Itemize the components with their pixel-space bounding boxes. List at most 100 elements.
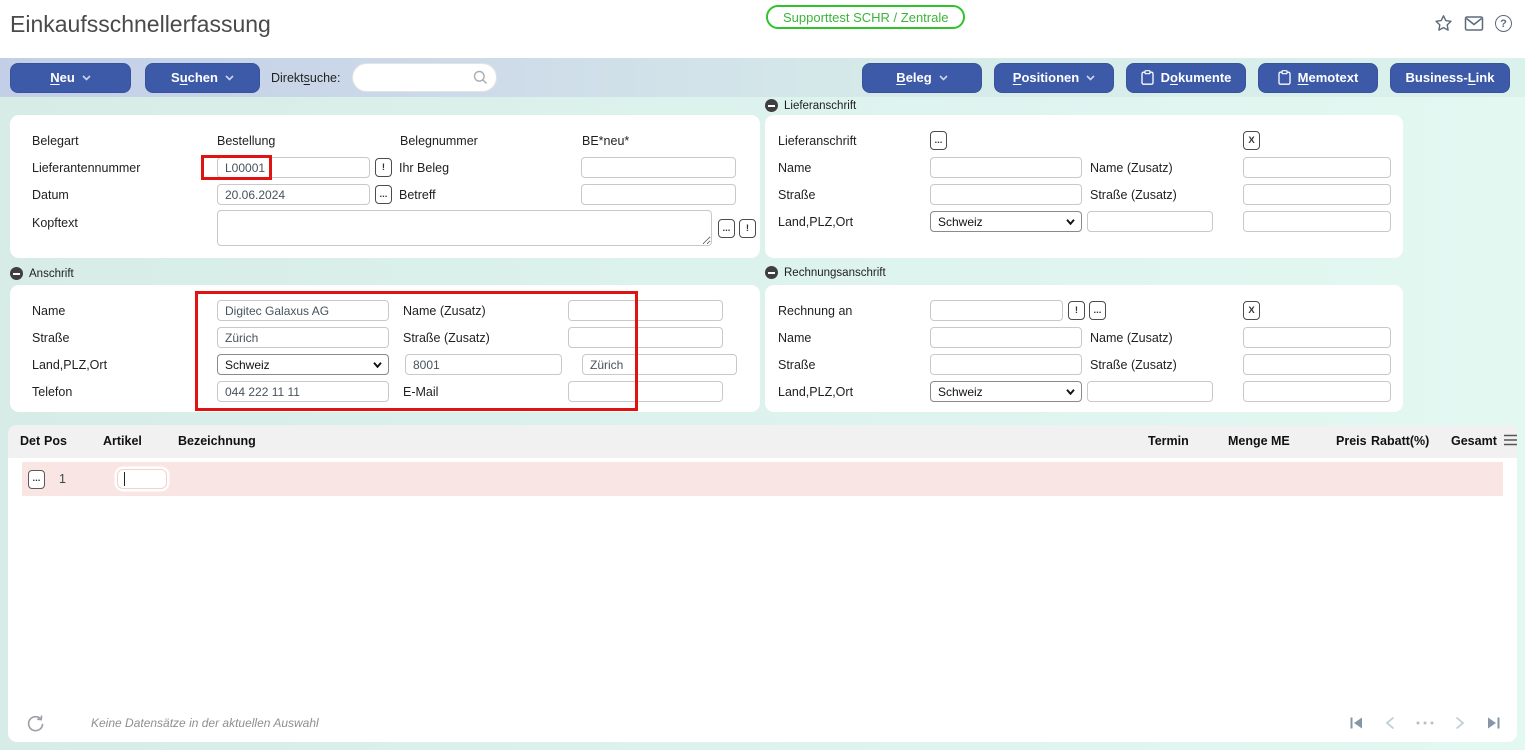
positionen-button[interactable]: Positionen [994,62,1114,93]
lieferantennummer-input[interactable] [217,157,370,178]
chevron-down-icon [1086,74,1095,81]
name-zusatz-input[interactable] [1243,157,1391,178]
help-icon[interactable]: ? [1495,15,1512,32]
refresh-icon[interactable] [26,714,45,733]
datum-input[interactable] [217,184,370,205]
business-link-button[interactable]: Business-Link [1390,62,1510,93]
next-page-icon[interactable] [1455,716,1465,730]
land-select[interactable]: Schweiz [217,354,389,375]
clear-button[interactable]: X [1243,301,1260,320]
name-input[interactable] [217,300,389,321]
positionen-button-label: Positionen [1012,70,1080,85]
column-header-artikel[interactable]: Artikel [103,434,142,448]
land-plz-ort-label: Land,PLZ,Ort [32,357,108,372]
memotext-button[interactable]: Memotext [1258,62,1378,93]
plz-input[interactable] [405,354,562,375]
more-button[interactable]: ... [375,185,392,204]
lieferanschrift-row: Lieferanschrift ... X [778,127,1403,154]
column-header-termin[interactable]: Termin [1148,434,1189,448]
more-button[interactable]: ... [930,131,947,150]
dokumente-button-label: Dokumente [1160,70,1232,85]
page-title: Einkaufsschnellerfassung [10,11,271,37]
dokumente-button[interactable]: Dokumente [1126,62,1246,93]
text-caret [123,472,126,486]
more-button[interactable]: ... [1089,301,1106,320]
artikel-input[interactable] [116,469,167,489]
column-header-me[interactable]: ME [1271,434,1290,448]
chevron-down-icon [82,74,91,81]
column-header-preis[interactable]: Preis [1336,434,1367,448]
column-header-pos[interactable]: Pos [44,434,67,448]
chevron-down-icon [373,361,382,368]
neu-button[interactable]: Neu [10,62,131,93]
more-button[interactable]: ... [718,219,735,238]
warning-button[interactable]: ! [375,158,392,177]
strasse-zusatz-label: Straße (Zusatz) [1090,187,1177,202]
strasse-zusatz-input[interactable] [1243,354,1391,375]
strasse-input[interactable] [930,184,1082,205]
beleg-panel: Belegart Bestellung Belegnummer BE*neu* … [10,115,760,258]
betreff-input[interactable] [581,184,736,205]
column-header-det[interactable]: Det [20,434,41,448]
neu-button-label: Neu [50,70,75,85]
pagination [1349,716,1501,730]
section-title: Lieferanschrift [784,99,857,112]
belegart-label: Belegart [32,133,79,148]
favorite-star-icon[interactable] [1434,14,1453,33]
row-detail-button[interactable]: ... [28,469,45,489]
name-input[interactable] [930,157,1082,178]
previous-page-icon[interactable] [1385,716,1395,730]
warning-button[interactable]: ! [1068,301,1085,320]
direktsuche-label: Direktsuche: [271,70,341,85]
column-header-gesamt[interactable]: Gesamt [1451,434,1497,448]
rechnung-an-input[interactable] [930,300,1063,321]
belegart-value: Bestellung [217,133,276,148]
name-input[interactable] [930,327,1082,348]
strasse-row: Straße Straße (Zusatz) [778,181,1403,208]
collapse-icon[interactable] [10,267,23,280]
kopftext-textarea[interactable] [217,210,712,246]
column-header-bezeichnung[interactable]: Bezeichnung [178,434,256,448]
strasse-input[interactable] [217,327,389,348]
ort-input[interactable] [1243,381,1391,402]
strasse-zusatz-input[interactable] [568,327,723,348]
ort-input[interactable] [582,354,737,375]
ort-input[interactable] [1243,211,1391,232]
column-header-menge[interactable]: Menge [1228,434,1268,448]
email-input[interactable] [568,381,723,402]
strasse-zusatz-label: Straße (Zusatz) [1090,357,1177,372]
suchen-button[interactable]: Suchen [145,62,260,93]
column-header-rabatt[interactable]: Rabatt(%) [1371,434,1430,448]
ihr-beleg-input[interactable] [581,157,736,178]
ihr-beleg-label: Ihr Beleg [399,160,450,175]
collapse-icon[interactable] [765,266,778,279]
plz-input[interactable] [1087,381,1213,402]
beleg-button[interactable]: Beleg [862,62,982,93]
last-page-icon[interactable] [1486,716,1501,730]
suchen-button-label: Suchen [171,70,218,85]
land-select[interactable]: Schweiz [930,381,1082,402]
telefon-label: Telefon [32,384,73,399]
land-select[interactable]: Schweiz [930,211,1082,232]
table-row[interactable]: ... 1 [22,462,1503,496]
chevron-down-icon [225,74,234,81]
collapse-icon[interactable] [765,99,778,112]
chevron-down-icon [1066,218,1075,225]
strasse-zusatz-input[interactable] [1243,184,1391,205]
direktsuche-input[interactable] [351,63,497,92]
name-zusatz-input[interactable] [1243,327,1391,348]
clear-button[interactable]: X [1243,131,1260,150]
telefon-input[interactable] [217,381,389,402]
plz-input[interactable] [1087,211,1213,232]
strasse-input[interactable] [930,354,1082,375]
name-zusatz-input[interactable] [568,300,723,321]
mail-icon[interactable] [1464,15,1484,32]
chevron-down-icon [1066,388,1075,395]
name-label: Name [778,330,812,345]
name-label: Name [32,303,66,318]
belegart-row: Belegart Bestellung Belegnummer BE*neu* [32,127,760,154]
warning-button[interactable]: ! [739,219,756,238]
page-ellipsis-icon[interactable] [1416,721,1434,725]
column-settings-icon[interactable] [1504,434,1517,446]
first-page-icon[interactable] [1349,716,1364,730]
